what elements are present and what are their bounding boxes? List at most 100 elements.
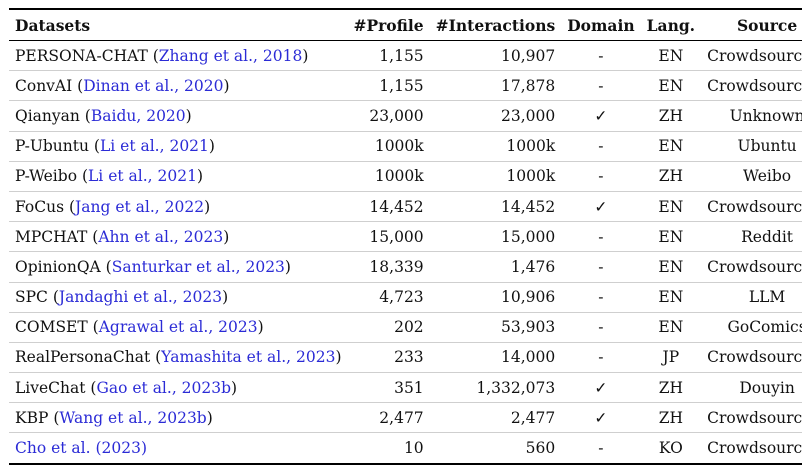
dataset-name: P-Weibo xyxy=(15,167,78,186)
table-header: Datasets #Profile #Interactions Domain L… xyxy=(9,8,802,41)
interactions-count: 23,000 xyxy=(429,100,562,132)
citation-link[interactable]: Cho et al. (2023) xyxy=(15,439,148,458)
interactions-count: 1000k xyxy=(429,131,562,162)
citation-link[interactable]: Jandaghi et al., 2023 xyxy=(58,288,223,307)
citation-link[interactable]: Ahn et al., 2023 xyxy=(98,227,224,246)
dataset-cell: P-Weibo (Li et al., 2021) xyxy=(9,161,348,192)
language-code: ZH xyxy=(640,100,702,132)
citation-link[interactable]: Yamashita et al., 2023 xyxy=(161,348,336,367)
header-source: Source xyxy=(701,8,802,41)
profile-count: 10 xyxy=(347,432,430,465)
citation-link[interactable]: Li et al., 2021 xyxy=(88,167,197,186)
citation-link[interactable]: Jang et al., 2022 xyxy=(75,197,205,216)
profile-count: 1000k xyxy=(347,161,430,192)
dataset-name: P-Ubuntu xyxy=(15,137,89,156)
table-body: PERSONA-CHAT (Zhang et al., 2018) 1,155 10… xyxy=(9,40,802,465)
dataset-cell: ConvAI (Dinan et al., 2020) xyxy=(9,70,348,102)
header-profile: #Profile xyxy=(347,8,430,41)
source-name: Crowdsourcing xyxy=(701,342,802,374)
table-row: PERSONA-CHAT (Zhang et al., 2018) 1,155 10… xyxy=(9,40,802,72)
citation-link[interactable]: Dinan et al., 2020 xyxy=(83,76,224,95)
source-name: Unknown xyxy=(701,100,802,132)
domain-flag: - xyxy=(561,342,641,374)
header-row: Datasets #Profile #Interactions Domain L… xyxy=(9,8,802,41)
interactions-count: 1,476 xyxy=(429,251,562,283)
domain-flag: ✓ xyxy=(561,402,641,434)
profile-count: 351 xyxy=(347,372,430,404)
language-code: EN xyxy=(640,282,702,313)
interactions-count: 53,903 xyxy=(429,312,562,343)
dataset-name: MPCHAT xyxy=(15,227,88,246)
table-row: LiveChat (Gao et al., 2023b) 351 1,332,073… xyxy=(9,372,802,404)
language-code: EN xyxy=(640,221,702,253)
interactions-count: 10,907 xyxy=(429,40,562,72)
domain-flag: - xyxy=(561,312,641,343)
interactions-count: 1000k xyxy=(429,161,562,192)
source-name: Weibo xyxy=(701,161,802,192)
source-name: Crowdsourcing xyxy=(701,191,802,223)
dataset-name: FoCus xyxy=(15,197,65,216)
table-row: Qianyan (Baidu, 2020) 23,000 23,000 ✓ ZH Unkn… xyxy=(9,100,802,132)
language-code: JP xyxy=(640,342,702,374)
interactions-count: 17,878 xyxy=(429,70,562,102)
language-code: ZH xyxy=(640,402,702,434)
table-row: P-Weibo (Li et al., 2021) 1000k 1000k - ZH We… xyxy=(9,161,802,192)
dataset-name: COMSET xyxy=(15,318,88,337)
dataset-name: RealPersonaChat xyxy=(15,348,151,367)
source-name: Ubuntu xyxy=(701,131,802,162)
domain-flag: ✓ xyxy=(561,100,641,132)
citation-link[interactable]: Agrawal et al., 2023 xyxy=(98,318,258,337)
profile-count: 15,000 xyxy=(347,221,430,253)
table-row: P-Ubuntu (Li et al., 2021) 1000k 1000k - EN U… xyxy=(9,131,802,162)
domain-flag: - xyxy=(561,70,641,102)
language-code: ZH xyxy=(640,161,702,192)
dataset-cell: MPCHAT (Ahn et al., 2023) xyxy=(9,221,348,253)
profile-count: 1,155 xyxy=(347,40,430,72)
citation-link[interactable]: Baidu, 2020 xyxy=(90,106,186,125)
table-row: COMSET (Agrawal et al., 2023) 202 53,903- E… xyxy=(9,312,802,343)
table-row: FoCus (Jang et al., 2022) 14,452 14,452 ✓ EN… xyxy=(9,191,802,223)
source-name: Reddit xyxy=(701,221,802,253)
language-code: EN xyxy=(640,251,702,283)
citation-link[interactable]: Wang et al., 2023b xyxy=(59,408,207,427)
domain-flag: - xyxy=(561,282,641,313)
profile-count: 202 xyxy=(347,312,430,343)
profile-count: 4,723 xyxy=(347,282,430,313)
dataset-name: ConvAI xyxy=(15,76,73,95)
interactions-count: 2,477 xyxy=(429,402,562,434)
domain-flag: - xyxy=(561,131,641,162)
dataset-name: LiveChat xyxy=(15,378,86,397)
domain-flag: - xyxy=(561,40,641,72)
dataset-name: KBP xyxy=(15,408,49,427)
dataset-cell: FoCus (Jang et al., 2022) xyxy=(9,191,348,223)
dataset-cell: OpinionQA (Santurkar et al., 2023) xyxy=(9,251,348,283)
source-name: LLM xyxy=(701,282,802,313)
citation-link[interactable]: Gao et al., 2023b xyxy=(96,378,232,397)
domain-flag: - xyxy=(561,432,641,465)
language-code: ZH xyxy=(640,372,702,404)
profile-count: 1000k xyxy=(347,131,430,162)
dataset-cell: Cho et al. (2023) xyxy=(9,432,348,465)
dataset-name: OpinionQA xyxy=(15,257,101,276)
profile-count: 2,477 xyxy=(347,402,430,434)
citation-link[interactable]: Santurkar et al., 2023 xyxy=(111,257,285,276)
source-name: GoComics xyxy=(701,312,802,343)
source-name: Douyin xyxy=(701,372,802,404)
dataset-name: Qianyan xyxy=(15,106,80,125)
language-code: EN xyxy=(640,312,702,343)
domain-flag: - xyxy=(561,251,641,283)
header-lang: Lang. xyxy=(640,8,702,41)
interactions-count: 14,452 xyxy=(429,191,562,223)
table-row: ConvAI (Dinan et al., 2020) 1,155 17,878- E… xyxy=(9,70,802,102)
dataset-cell: PERSONA-CHAT (Zhang et al., 2018) xyxy=(9,40,348,72)
table-row: MPCHAT (Ahn et al., 2023) 15,000 15,000- EN… xyxy=(9,221,802,253)
interactions-count: 560 xyxy=(429,432,562,465)
citation-link[interactable]: Li et al., 2021 xyxy=(99,137,209,156)
source-name: Crowdsourcing xyxy=(701,402,802,434)
citation-link[interactable]: Zhang et al., 2018 xyxy=(158,46,303,65)
interactions-count: 14,000 xyxy=(429,342,562,374)
interactions-count: 15,000 xyxy=(429,221,562,253)
profile-count: 18,339 xyxy=(347,251,430,283)
domain-flag: - xyxy=(561,161,641,192)
